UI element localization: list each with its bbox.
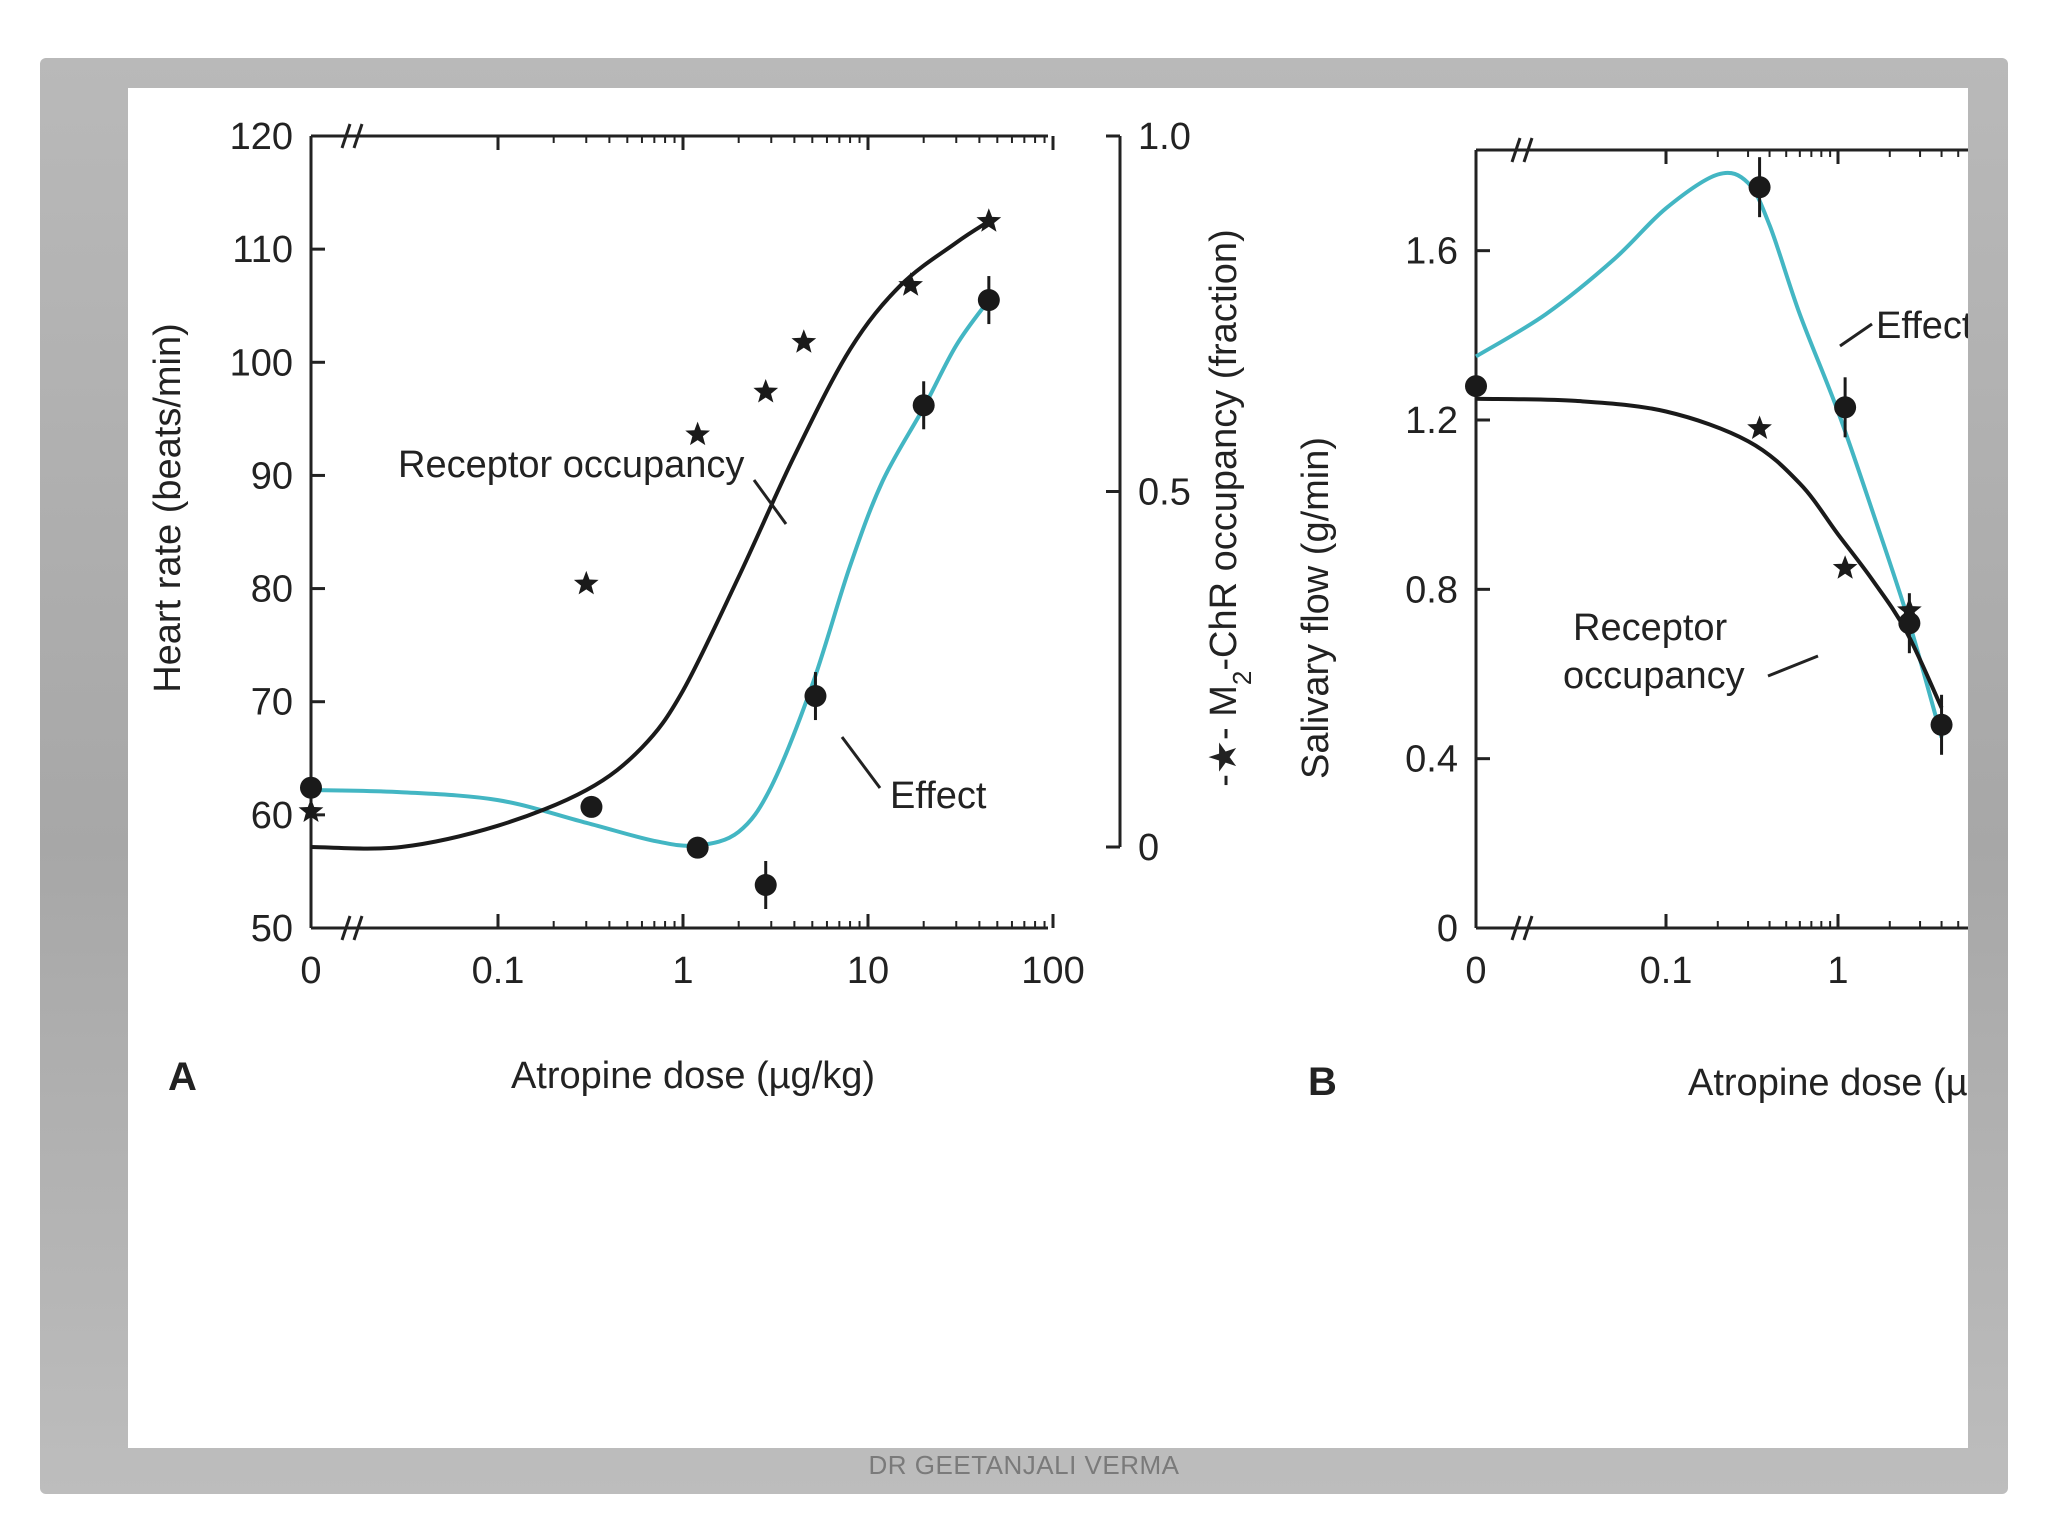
effect-point-a <box>912 394 935 417</box>
x-axis-break <box>340 915 352 941</box>
effect-point-a <box>580 795 603 818</box>
x-axis-break-b <box>1522 915 1534 941</box>
y-axis-label-b: Salivary flow (g/min) <box>1295 437 1337 779</box>
effect-point-b <box>1465 375 1487 398</box>
effect-curve-a <box>310 298 991 848</box>
x-axis-label-b: Atropine dose (µ <box>1688 1062 1968 1104</box>
leader-occupancy-a <box>752 479 788 525</box>
x-axis-break <box>352 915 364 941</box>
y-tick-label-left: 60 <box>251 795 293 837</box>
label-effect-a: Effect <box>890 775 987 817</box>
leader-occupancy-b <box>1767 654 1819 678</box>
label-receptor-b: Receptor <box>1573 607 1728 649</box>
y-tick-label-right: 0.5 <box>1138 472 1191 514</box>
y-tick-label-b: 0.4 <box>1405 739 1458 781</box>
y2-label-prefix: -★- M <box>1203 685 1245 787</box>
y2-label-suffix: -ChR occupancy (fraction) <box>1203 229 1245 670</box>
y-axis-label-left: Heart rate (beats/min) <box>147 323 189 693</box>
occupancy-star-a <box>685 421 710 446</box>
y-tick-label-b: 1.6 <box>1405 231 1458 273</box>
effect-curve-b <box>1474 170 1944 739</box>
x-axis-break-b <box>1510 915 1522 941</box>
y-tick-label-b: 0.8 <box>1405 569 1458 611</box>
y-tick-label-b: 1.2 <box>1405 400 1458 442</box>
panel-label-a: A <box>168 1055 197 1099</box>
y-tick-label-left: 120 <box>230 116 293 158</box>
effect-point-a <box>754 874 777 897</box>
y-tick-label-left: 50 <box>251 908 293 950</box>
effect-point-a <box>300 776 322 799</box>
y-tick-label-left: 100 <box>230 342 293 384</box>
x-tick-label: 10 <box>847 950 889 992</box>
effect-point-a <box>977 289 1000 312</box>
occupancy-star-a <box>898 272 923 296</box>
top-axis-break <box>340 123 352 149</box>
label-effect-b: Effect <box>1876 305 1968 347</box>
occupancy-star-a <box>791 329 817 353</box>
x-tick-label: 100 <box>1021 950 1084 992</box>
x-tick-label: 1 <box>672 950 693 992</box>
top-axis-break-b <box>1510 137 1522 163</box>
x-axis-label: Atropine dose (µg/kg) <box>511 1055 875 1097</box>
occupancy-star-a <box>976 208 1002 232</box>
y-tick-label-left: 110 <box>232 229 293 271</box>
x-tick-label-b: 1 <box>1827 950 1848 992</box>
y-tick-label-left: 70 <box>251 682 293 724</box>
occupancy-curve-b <box>1475 396 1944 709</box>
y-tick-label-right: 0 <box>1138 827 1159 869</box>
x-tick-label-b: 0.1 <box>1640 950 1693 992</box>
x-tick-label: 0 <box>300 950 321 992</box>
footer-credit: DR GEETANJALI VERMA <box>868 1450 1180 1480</box>
effect-point-b <box>1748 176 1771 199</box>
figure-panel: 50 60 70 80 90 100 110 120 0 0.1 1 10 100 0 0.5 1.0 Atro… <box>128 88 1968 1448</box>
occupancy-star-a <box>753 379 779 403</box>
y-tick-label-left: 90 <box>251 455 293 497</box>
x-tick-label: 0.1 <box>472 950 525 992</box>
leader-effect-b <box>1839 322 1873 348</box>
chart-b: 0 0.4 0.8 1.2 1.6 0 0.1 1 Atropine dose (µ Saliva… <box>1295 137 1968 1104</box>
y2-label-sub: 2 <box>1227 671 1257 685</box>
panel-label-b: B <box>1308 1060 1337 1104</box>
label-occupancy-b: occupancy <box>1563 655 1745 697</box>
y-tick-label-left: 80 <box>251 569 293 611</box>
occupancy-star-a <box>298 798 324 822</box>
y-axis-label-right: -★- M2-ChR occupancy (fraction) <box>1203 229 1257 786</box>
occupancy-star-b <box>1832 555 1858 579</box>
effect-point-a <box>804 685 827 708</box>
label-receptor-occupancy-a: Receptor occupancy <box>398 444 744 486</box>
occupancy-star-b <box>1747 415 1772 439</box>
effect-point-b <box>1834 396 1857 419</box>
effect-point-b <box>1930 713 1953 736</box>
occupancy-curve-a <box>310 219 990 851</box>
y-tick-label-right: 1.0 <box>1138 116 1191 158</box>
leader-effect-a <box>840 736 882 789</box>
effect-point-b <box>1898 612 1921 635</box>
top-axis-break-b <box>1522 137 1534 163</box>
y-tick-label-b: 0 <box>1437 908 1458 950</box>
x-tick-label-b: 0 <box>1465 950 1486 992</box>
effect-point-a <box>686 836 709 859</box>
top-axis-break <box>352 123 364 149</box>
occupancy-star-a <box>573 570 599 595</box>
